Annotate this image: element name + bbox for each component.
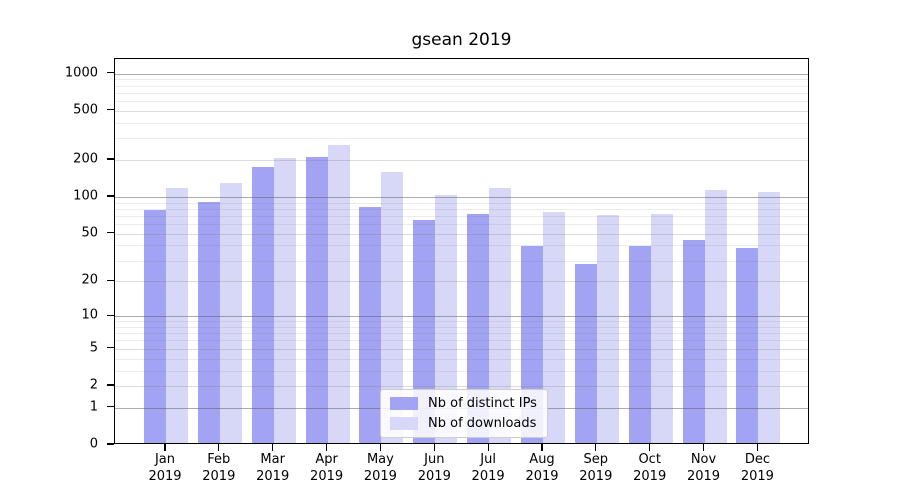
bar-downloads-jul (489, 187, 512, 443)
bar-downloads-sep (596, 214, 619, 443)
legend-label-downloads: Nb of downloads (428, 416, 537, 431)
x-tick-mar (272, 444, 274, 451)
x-tick-oct (649, 444, 651, 451)
y-tick-label-500: 500 (73, 102, 98, 118)
x-tick-feb (218, 444, 220, 451)
x-tick-label-aug: Aug 2019 (525, 452, 559, 484)
y-tick-2 (107, 384, 114, 386)
x-tick-label-dec: Dec 2019 (740, 452, 774, 484)
bar-distinct-ips-oct (628, 246, 651, 443)
bar-downloads-may (381, 171, 404, 443)
y-tick-0 (107, 443, 114, 445)
x-tick-label-sep: Sep 2019 (579, 452, 613, 484)
y-tick-label-200: 200 (73, 151, 98, 167)
y-tick-200 (107, 158, 114, 160)
y-tick-50 (107, 232, 114, 234)
y-tick-100 (107, 195, 114, 197)
y-tick-10 (107, 314, 114, 316)
y-tick-label-100: 100 (73, 188, 98, 204)
x-tick-label-jun: Jun 2019 (417, 452, 451, 484)
y-tick-1000 (107, 72, 114, 74)
x-tick-jun (433, 444, 435, 451)
x-tick-label-nov: Nov 2019 (686, 452, 721, 484)
x-tick-label-jan: Jan 2019 (148, 452, 182, 484)
legend: Nb of distinct IPs Nb of downloads (380, 389, 548, 438)
plot-area (114, 58, 809, 444)
x-tick-nov (702, 444, 705, 451)
bar-distinct-ips-jun (413, 219, 436, 443)
y-tick-label-1000: 1000 (64, 65, 98, 81)
legend-swatch-downloads (390, 417, 418, 430)
bar-downloads-oct (650, 213, 673, 443)
bar-downloads-nov (704, 189, 727, 443)
x-tick-label-apr: Apr 2019 (310, 452, 344, 484)
x-tick-label-feb: Feb 2019 (202, 452, 236, 484)
legend-item-distinct-ips: Nb of distinct IPs (390, 396, 537, 411)
y-tick-label-1: 1 (89, 399, 98, 415)
chart-title: gsean 2019 (411, 30, 512, 50)
x-tick-label-oct: Oct 2019 (633, 452, 667, 484)
bar-distinct-ips-sep (574, 263, 597, 443)
x-tick-jul (487, 444, 489, 451)
legend-label-distinct-ips: Nb of distinct IPs (428, 396, 537, 411)
y-tick-20 (107, 279, 114, 281)
x-tick-jan (164, 444, 166, 451)
x-tick-label-jul: Jul 2019 (471, 452, 505, 484)
x-tick-label-may: May 2019 (363, 452, 397, 484)
y-tick-label-2: 2 (89, 377, 98, 393)
bar-distinct-ips-may (359, 206, 382, 443)
x-tick-apr (325, 444, 328, 451)
bar-downloads-jun (435, 195, 458, 443)
bar-distinct-ips-feb (197, 201, 220, 443)
y-tick-500 (107, 109, 114, 111)
x-tick-label-mar: Mar 2019 (256, 452, 290, 484)
bar-downloads-feb (219, 183, 242, 443)
y-tick-label-10: 10 (81, 307, 98, 323)
bar-distinct-ips-jan (144, 210, 166, 443)
y-tick-label-0: 0 (89, 436, 98, 452)
x-tick-aug (541, 444, 543, 451)
bar-distinct-ips-nov (682, 239, 705, 443)
legend-swatch-distinct-ips (390, 397, 418, 410)
y-tick-1 (107, 406, 114, 408)
x-tick-may (379, 444, 381, 451)
bar-downloads-dec (758, 192, 781, 443)
bar-distinct-ips-dec (736, 247, 759, 443)
y-tick-5 (107, 347, 114, 349)
y-tick-label-50: 50 (81, 225, 98, 241)
bars-layer (115, 59, 808, 443)
x-tick-sep (595, 444, 597, 451)
legend-item-downloads: Nb of downloads (390, 416, 537, 431)
y-tick-label-20: 20 (81, 272, 98, 288)
bar-distinct-ips-apr (305, 157, 328, 443)
bar-downloads-mar (273, 158, 296, 443)
bar-downloads-jan (166, 187, 188, 443)
bar-distinct-ips-mar (251, 166, 274, 443)
bar-distinct-ips-jul (467, 213, 490, 443)
bar-downloads-aug (542, 211, 565, 443)
y-tick-label-5: 5 (89, 340, 98, 356)
bar-downloads-apr (327, 145, 350, 443)
x-tick-dec (756, 444, 758, 451)
